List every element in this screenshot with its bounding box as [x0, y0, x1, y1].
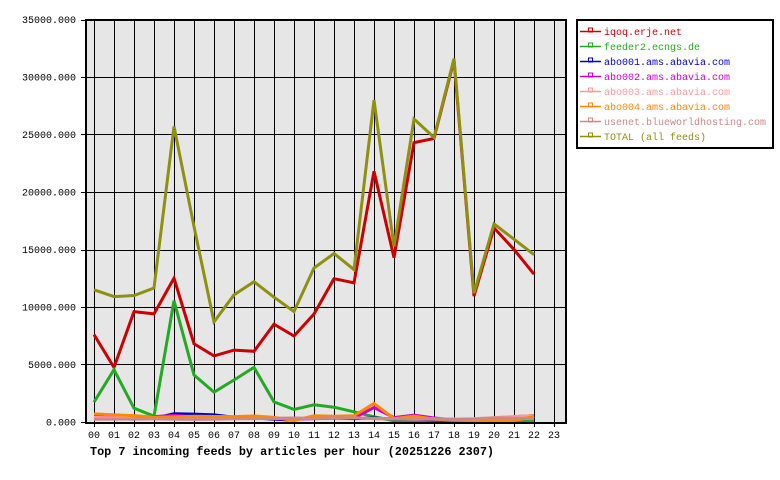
- svg-text:06: 06: [208, 431, 220, 442]
- svg-text:15000.000: 15000.000: [22, 246, 76, 257]
- svg-text:TOTAL (all feeds): TOTAL (all feeds): [604, 132, 706, 144]
- svg-text:abo001.ams.abavia.com: abo001.ams.abavia.com: [604, 57, 730, 69]
- svg-text:usenet.blueworldhosting.com: usenet.blueworldhosting.com: [604, 117, 766, 129]
- svg-text:Top 7 incoming feeds by articl: Top 7 incoming feeds by articles per hou…: [90, 445, 494, 459]
- svg-text:10000.000: 10000.000: [22, 304, 76, 315]
- svg-text:20000.000: 20000.000: [22, 189, 76, 200]
- svg-text:0.000: 0.000: [46, 419, 76, 430]
- svg-text:18: 18: [448, 431, 460, 442]
- svg-text:abo004.ams.abavia.com: abo004.ams.abavia.com: [604, 102, 730, 114]
- svg-text:35000.000: 35000.000: [22, 16, 76, 27]
- svg-text:21: 21: [508, 431, 520, 442]
- svg-text:05: 05: [188, 431, 200, 442]
- svg-text:00: 00: [88, 431, 100, 442]
- svg-text:11: 11: [308, 431, 320, 442]
- svg-text:08: 08: [248, 431, 260, 442]
- svg-text:25000.000: 25000.000: [22, 131, 76, 142]
- svg-text:07: 07: [228, 431, 240, 442]
- svg-text:19: 19: [468, 431, 480, 442]
- svg-text:feeder2.ecngs.de: feeder2.ecngs.de: [604, 42, 700, 54]
- svg-text:23: 23: [548, 431, 560, 442]
- svg-text:30000.000: 30000.000: [22, 74, 76, 85]
- svg-text:04: 04: [168, 431, 180, 442]
- svg-text:09: 09: [268, 431, 280, 442]
- svg-text:5000.000: 5000.000: [28, 361, 76, 372]
- svg-text:15: 15: [388, 431, 400, 442]
- svg-text:02: 02: [128, 431, 140, 442]
- svg-text:iqoq.erje.net: iqoq.erje.net: [604, 27, 682, 39]
- svg-text:22: 22: [528, 431, 540, 442]
- svg-text:20: 20: [488, 431, 500, 442]
- svg-text:03: 03: [148, 431, 160, 442]
- svg-text:abo003.ams.abavia.com: abo003.ams.abavia.com: [604, 87, 730, 99]
- svg-text:16: 16: [408, 431, 420, 442]
- svg-text:13: 13: [348, 431, 360, 442]
- svg-text:abo002.ams.abavia.com: abo002.ams.abavia.com: [604, 72, 730, 84]
- svg-text:17: 17: [428, 431, 440, 442]
- svg-text:12: 12: [328, 431, 340, 442]
- svg-text:10: 10: [288, 431, 300, 442]
- svg-text:01: 01: [108, 431, 120, 442]
- svg-text:14: 14: [368, 431, 380, 442]
